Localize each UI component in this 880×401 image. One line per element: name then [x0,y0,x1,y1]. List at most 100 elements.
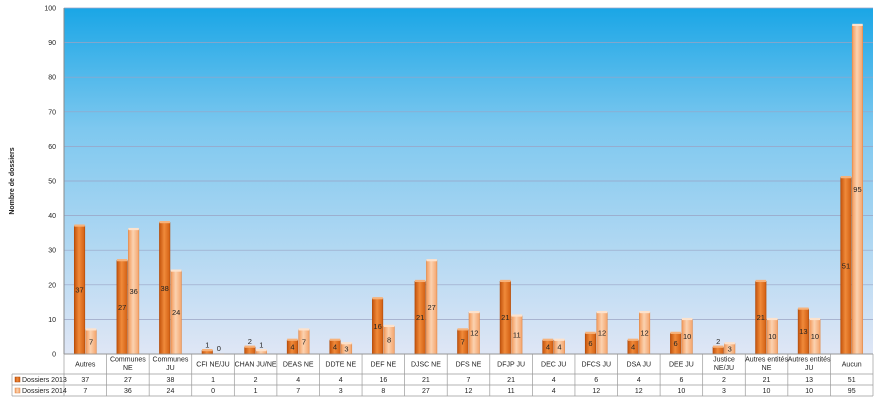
category-label: DEAS NE [283,362,314,369]
table-cell: 2 [722,377,726,384]
table-cell: 24 [167,388,175,395]
table-cell: 11 [507,388,514,395]
category-label: CHAN JU/NE [235,362,277,369]
bar-top [457,328,468,331]
y-tick-label: 80 [48,75,56,82]
table-cell: 51 [848,377,856,384]
bar-top [74,224,85,227]
table-cell: 0 [211,388,215,395]
data-label: 4 [546,343,550,352]
bar-top [372,297,383,300]
table-cell: 4 [552,377,556,384]
category-label: DEF NE [371,362,397,369]
data-label: 4 [290,343,294,352]
bar-top [798,307,809,310]
table-cell: 27 [124,377,132,384]
bar-top [202,349,213,352]
data-label: 4 [557,343,561,352]
bar-top [414,279,426,283]
data-label: 24 [172,308,180,317]
table-cell: 3 [722,388,726,395]
table-cell: 12 [635,388,643,395]
bar-top [724,342,735,345]
legend-swatch [14,387,21,394]
table-cell: 4 [552,388,556,395]
y-axis: 0 10 20 30 40 50 60 70 80 90 100 [44,6,65,359]
data-label: 51 [842,261,850,270]
category-label: Autres entités [788,357,831,364]
bar-top [670,331,681,334]
y-tick-label: 50 [48,179,56,186]
data-label: 11 [513,330,521,339]
data-label: 36 [129,287,137,296]
table-cell: 36 [124,388,132,395]
category-label: CFI NE/JU [196,362,229,369]
data-label: 10 [768,332,776,341]
category-label: Communes [153,357,189,364]
y-tick-label: 90 [48,40,56,47]
data-label: 37 [75,285,83,294]
legend-label: Dossiers 2013 [22,377,67,384]
bar-2013 [244,346,256,355]
data-label: 4 [333,343,337,352]
bar-top [500,279,511,283]
category-label: Justice [713,357,735,364]
category-label: DEE JU [669,362,694,369]
bar-top [712,345,724,348]
table-cell: 16 [379,377,387,384]
table-cell: 6 [679,377,683,384]
bar-top [256,349,267,352]
table-cell: 12 [592,388,600,395]
data-label: 38 [161,284,169,293]
table-cell: 38 [167,377,175,384]
table-cell: 4 [339,377,343,384]
category-label: NE [762,365,772,372]
data-label: 16 [373,322,381,331]
bar-top [627,338,639,341]
data-label: 21 [757,313,765,322]
table-cell: 4 [296,377,300,384]
data-label: 2 [248,337,252,346]
legend-label: Dossiers 2014 [22,388,67,395]
category-label: DJSC NE [411,362,441,369]
bar-top [596,310,608,314]
data-label: 10 [683,332,691,341]
bar-top [755,279,767,283]
y-tick-label: 10 [48,317,56,324]
y-tick-label: 30 [48,248,56,255]
bar-top [170,269,182,272]
data-label: 21 [416,313,424,322]
data-label: 27 [427,303,435,312]
table-cell: 7 [467,377,471,384]
bar-top [511,314,523,317]
legend-swatch [14,376,21,383]
table-cell: 3 [339,388,343,395]
data-label: 6 [588,339,592,348]
category-label: Communes [110,357,146,364]
data-label: 4 [631,343,635,352]
bar-top [767,317,778,321]
table-cell: 12 [465,388,473,395]
data-label: 7 [461,337,465,346]
category-label: NE [123,365,133,372]
bar-top [542,338,554,341]
table-cell: 10 [763,388,771,395]
data-label: 27 [118,303,126,312]
category-label: JU [805,365,814,372]
table-cell: 37 [81,377,89,384]
category-label: Autres entités [745,357,788,364]
data-label: 7 [302,337,306,346]
bar-top [329,338,341,341]
bar-top [244,345,256,348]
table-cell: 1 [254,388,258,395]
table-cell: 2 [254,377,258,384]
table-cell: 21 [422,377,430,384]
category-label: DEC JU [541,362,566,369]
data-label: 1 [259,341,263,350]
bar-top [116,259,128,262]
table-cell: 27 [422,388,430,395]
data-label: 95 [853,185,861,194]
